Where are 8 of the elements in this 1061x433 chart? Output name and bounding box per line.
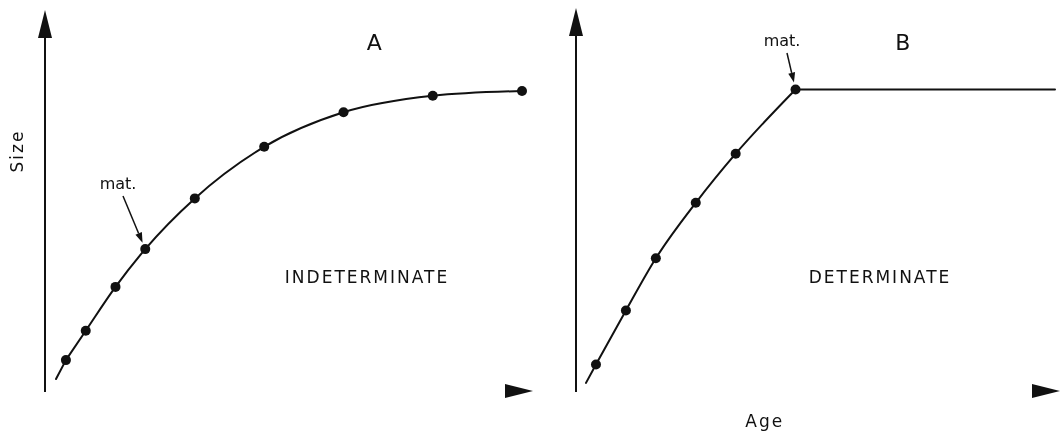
- annotation: DETERMINATE: [808, 267, 952, 287]
- text: mat.: [763, 30, 801, 50]
- x-axis-title: Age: [745, 411, 785, 431]
- chart-title: B: [895, 29, 911, 55]
- annotation: INDETERMINATE: [284, 267, 450, 287]
- annotation: mat.: [99, 173, 137, 193]
- chart-title: A: [366, 29, 382, 55]
- y-axis-title: Size: [7, 129, 27, 173]
